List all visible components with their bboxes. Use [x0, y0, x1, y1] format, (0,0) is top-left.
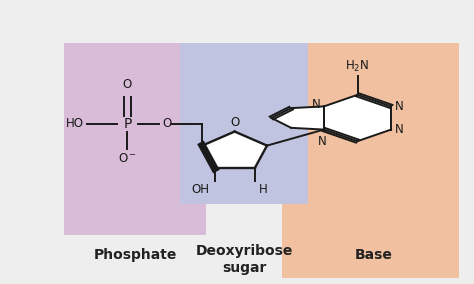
Text: OH: OH	[191, 183, 209, 196]
Text: Deoxyribose
sugar: Deoxyribose sugar	[195, 244, 293, 275]
Text: H$_2$N: H$_2$N	[346, 59, 370, 74]
Text: P: P	[123, 117, 132, 131]
Text: N: N	[395, 100, 403, 113]
Bar	[180, 43, 308, 204]
Text: O: O	[123, 78, 132, 91]
Bar	[282, 43, 459, 278]
Polygon shape	[272, 106, 324, 130]
Polygon shape	[202, 131, 267, 168]
Text: Phosphate: Phosphate	[94, 248, 177, 262]
Polygon shape	[324, 95, 391, 141]
Text: O$^-$: O$^-$	[118, 152, 137, 165]
Text: HO: HO	[66, 117, 84, 130]
Bar	[64, 43, 206, 235]
Text: N: N	[318, 135, 327, 148]
Text: N: N	[312, 99, 321, 112]
Text: H: H	[258, 183, 267, 196]
Text: O: O	[230, 116, 239, 129]
Text: N: N	[395, 123, 403, 136]
Text: O: O	[162, 117, 172, 130]
Text: Base: Base	[355, 248, 393, 262]
